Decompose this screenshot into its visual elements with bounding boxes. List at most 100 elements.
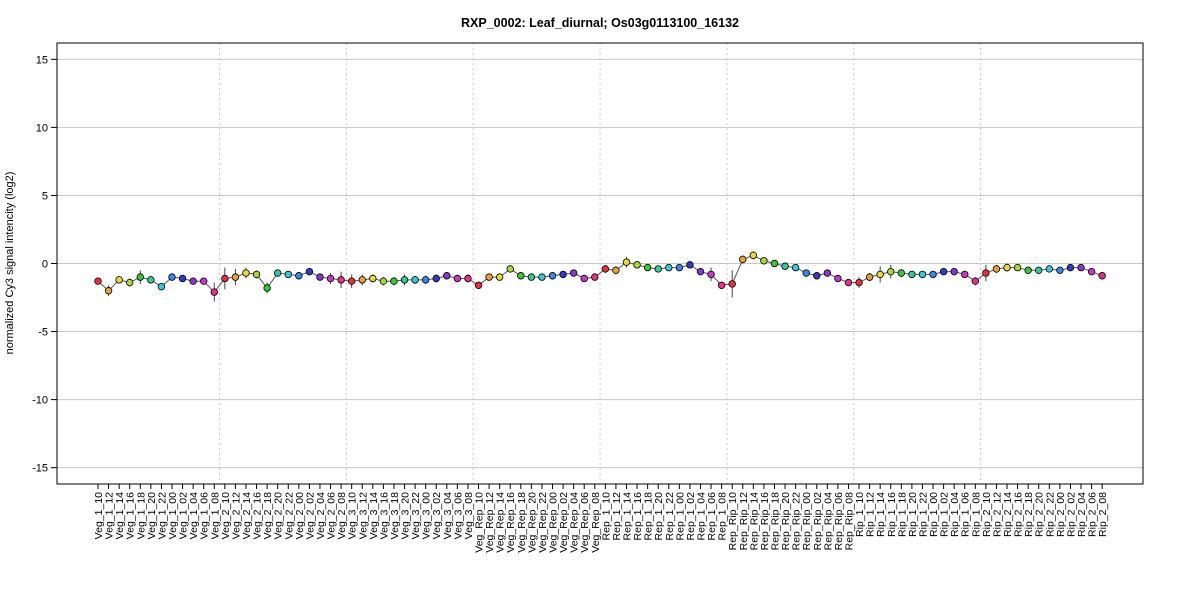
data-point [781,262,789,270]
x-tick-label: Veg_2_02 [304,492,316,539]
x-tick-label: Rip_2_16 [1013,492,1025,537]
x-tick-label: Veg_2_00 [294,492,306,539]
data-point [1056,266,1064,275]
data-point [876,270,884,279]
data-point [665,263,673,272]
data-point [337,276,345,284]
x-tick-label: Rep_Rip_06 [833,492,845,551]
data-point [739,255,747,264]
x-tick-label: Rep_Rip_14 [748,492,760,551]
x-tick-label: Veg_1_02 [178,492,190,539]
data-point [464,274,472,283]
data-point [569,269,578,277]
x-tick-label: Rip_2_12 [991,492,1003,537]
data-point [1024,266,1032,275]
data-point [295,272,303,280]
x-tick-label: Veg_Rep_10 [474,492,486,553]
data-point [696,267,705,276]
data-point [654,265,662,273]
x-tick-label: Rep_Rip_00 [801,492,813,551]
x-tick-label: Rip_2_10 [981,492,993,537]
data-point [189,277,197,285]
x-tick-label: Rep_Rip_16 [759,492,771,551]
x-tick-label: Rep_1_16 [632,492,644,541]
data-point [527,273,536,281]
data-point [147,276,155,284]
x-tick-label: Rip_1_14 [875,492,887,537]
data-point [1066,263,1075,272]
data-point [601,265,610,273]
x-tick-label: Veg_Rep_02 [558,492,570,553]
data-point [1035,266,1043,275]
data-point [908,270,916,279]
x-tick-label: Rep_1_10 [600,492,612,541]
x-tick-label: Veg_2_12 [230,492,242,539]
y-tick-label: -5 [38,327,48,339]
data-point [770,259,779,268]
x-tick-label: Veg_3_04 [442,492,454,539]
data-point [844,278,853,287]
data-point [517,272,525,280]
x-tick-label: Veg_3_18 [389,492,401,539]
data-point [580,274,588,283]
x-tick-label: Veg_2_06 [326,492,338,539]
data-point [749,251,758,260]
x-tick-label: Veg_2_22 [283,492,295,539]
data-point [485,273,493,281]
data-point [400,276,409,284]
x-tick-label: Rep_1_22 [664,492,676,541]
x-tick-label: Rip_2_22 [1044,492,1056,537]
y-tick-label: 0 [42,259,48,271]
x-tick-label: Rep_Rip_04 [822,492,834,551]
x-tick-label: Rip_1_08 [970,492,982,537]
data-point [316,273,324,281]
x-tick-label: Rip_1_22 [917,492,929,537]
x-tick-label: Veg_1_08 [209,492,221,539]
data-point [242,269,250,277]
data-point [982,269,990,277]
data-point [971,277,980,285]
x-tick-label: Veg_2_08 [336,492,348,539]
x-tick-label: Veg_Rep_12 [484,492,496,553]
x-tick-label: Veg_3_12 [357,492,369,539]
data-point [390,277,398,285]
data-point [992,265,1001,273]
data-point [326,274,335,283]
data-point [94,277,102,285]
data-point [760,257,768,265]
data-point [813,272,821,280]
data-point [887,267,895,276]
y-tick-label: 15 [36,54,48,66]
y-axis: -15 -10 -5 0 5 10 15 [32,54,57,475]
data-point [918,270,927,279]
data-point [1013,263,1022,272]
x-tick-label: Veg_Rep_18 [516,492,528,553]
data-point [474,281,483,289]
data-point [273,269,282,277]
x-tick-label: Veg_3_00 [421,492,433,539]
data-point [210,288,218,296]
data-point [443,272,451,280]
data-point [284,270,292,279]
data-point [707,270,715,279]
x-tick-label: Rip_2_18 [1023,492,1035,537]
y-tick-label: -15 [32,463,48,475]
data-point [178,274,187,283]
data-point [358,276,366,284]
x-tick-label: Veg_Rep_22 [537,492,549,553]
chart-title: RXP_0002: Leaf_diurnal; Os03g0113100_161… [461,16,739,30]
data-point [559,270,567,279]
x-tick-label: Rip_1_06 [960,492,972,537]
x-tick-label: Veg_1_16 [125,492,137,539]
x-tick-label: Rip_1_18 [896,492,908,537]
x-tick-label: Veg_1_14 [114,492,126,539]
y-tick-label: 10 [36,122,48,134]
x-tick-label: Rep_1_18 [643,492,655,541]
y-tick-label: 5 [42,190,48,202]
data-point [897,269,906,277]
x-tick-label: Veg_2_14 [241,492,253,539]
data-point [411,276,419,284]
x-axis: Veg_1_10Veg_1_12Veg_1_14Veg_1_16Veg_1_18… [93,484,1109,553]
data-point-layer [94,251,1106,296]
data-point [1087,267,1096,276]
